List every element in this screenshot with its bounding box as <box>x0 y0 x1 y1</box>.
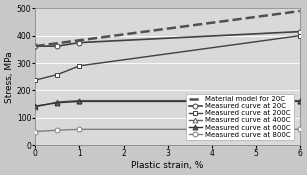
Measured curve at 600C <box>298 100 301 102</box>
Measured curve at 600C <box>78 100 81 102</box>
Measured curve at 200C <box>56 74 59 76</box>
Measured curve at 20C <box>33 45 37 47</box>
Measured curve at 600C <box>56 102 59 104</box>
Measured curve at 800C <box>298 128 301 130</box>
Measured curve at 200C <box>298 35 301 37</box>
Measured curve at 20C <box>56 45 59 47</box>
X-axis label: Plastic strain, %: Plastic strain, % <box>131 161 204 170</box>
Measured curve at 20C <box>298 31 301 33</box>
Measured curve at 600C <box>33 105 37 107</box>
Measured curve at 800C <box>33 130 37 132</box>
Line: Measured curve at 600C: Measured curve at 600C <box>33 99 302 108</box>
Line: Measured curve at 800C: Measured curve at 800C <box>33 127 302 134</box>
Measured curve at 20C <box>78 41 81 44</box>
Measured curve at 200C <box>33 79 37 81</box>
Measured curve at 400C <box>78 100 81 102</box>
Measured curve at 800C <box>56 129 59 131</box>
Measured curve at 800C <box>78 128 81 130</box>
Line: Measured curve at 400C: Measured curve at 400C <box>33 98 302 109</box>
Line: Measured curve at 200C: Measured curve at 200C <box>33 33 302 82</box>
Legend: Material model for 20C, Measured curve at 20C, Measured curve at 200C, Measured : Material model for 20C, Measured curve a… <box>186 94 293 140</box>
Y-axis label: Stress, MPa: Stress, MPa <box>5 51 14 103</box>
Line: Measured curve at 20C: Measured curve at 20C <box>33 29 302 48</box>
Measured curve at 400C <box>33 106 37 108</box>
Measured curve at 400C <box>298 100 301 102</box>
Measured curve at 200C <box>78 65 81 67</box>
Measured curve at 400C <box>56 101 59 103</box>
